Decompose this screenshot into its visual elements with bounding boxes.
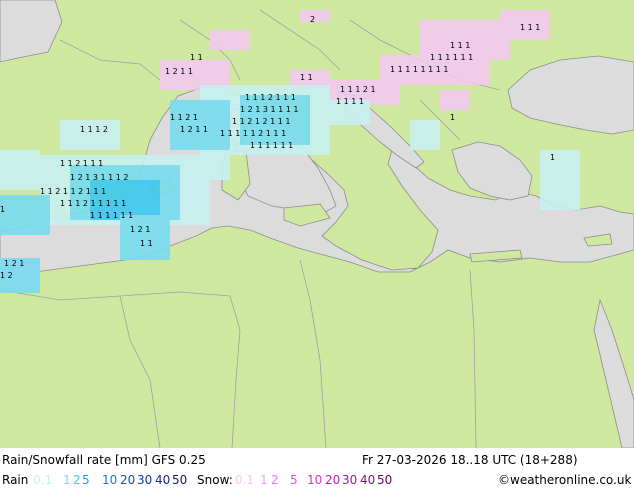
svg-text:1 2 1 1: 1 2 1 1 bbox=[180, 125, 208, 134]
rain-legend-item: 10 bbox=[102, 473, 118, 487]
snow-legend-item: 30 bbox=[342, 473, 358, 487]
sicily bbox=[283, 203, 331, 227]
rain-legend-item: 40 bbox=[155, 473, 171, 487]
snow-legend-item: 40 bbox=[360, 473, 376, 487]
snow-legend-item: 20 bbox=[325, 473, 341, 487]
red-sea bbox=[593, 298, 634, 448]
svg-text:1 1 1 1 1 1: 1 1 1 1 1 1 bbox=[90, 211, 133, 220]
rain-legend-item: 30 bbox=[137, 473, 153, 487]
footer-header-row: Rain/Snowfall rate [mm] GFS 0.25 Fr 27-0… bbox=[0, 450, 634, 470]
svg-text:1 1: 1 1 bbox=[300, 73, 313, 82]
snow-legend-item: 0.1 bbox=[235, 473, 255, 487]
svg-text:1 1 1: 1 1 1 bbox=[450, 41, 470, 50]
credit-text[interactable]: ©weatheronline.co.uk bbox=[498, 473, 632, 487]
rain-legend-item: 5 bbox=[82, 473, 90, 487]
svg-text:1: 1 bbox=[0, 205, 5, 214]
map-footer: Rain/Snowfall rate [mm] GFS 0.25 Fr 27-0… bbox=[0, 448, 634, 490]
svg-text:1 1 1: 1 1 1 bbox=[520, 23, 540, 32]
map-datetime: Fr 27-03-2026 18..18 UTC (18+288) bbox=[362, 453, 578, 467]
svg-text:1: 1 bbox=[450, 113, 455, 122]
rain-legend-label: Rain bbox=[2, 473, 29, 487]
svg-text:2: 2 bbox=[310, 15, 315, 24]
svg-text:1 2 1: 1 2 1 bbox=[4, 259, 24, 268]
atlantic-sea bbox=[0, 0, 63, 63]
svg-text:1 1 2 1 1 1: 1 1 2 1 1 1 bbox=[60, 159, 103, 168]
svg-text:1 2 1 3 1 1 1 1: 1 2 1 3 1 1 1 1 bbox=[240, 105, 299, 114]
svg-text:1 2 1 3 1 1 1 2: 1 2 1 3 1 1 1 2 bbox=[70, 173, 129, 182]
svg-text:1 1 1 1 1 1 1 1: 1 1 1 1 1 1 1 1 bbox=[390, 65, 449, 74]
crete bbox=[469, 249, 523, 263]
map-title: Rain/Snowfall rate [mm] GFS 0.25 bbox=[2, 453, 206, 467]
snow-legend-item: 50 bbox=[377, 473, 393, 487]
svg-text:1 2 1: 1 2 1 bbox=[130, 225, 150, 234]
svg-text:1 1 1 2 1 1 1: 1 1 1 2 1 1 1 bbox=[245, 93, 296, 102]
rain-legend-item: 20 bbox=[120, 473, 136, 487]
precip-markers: 1 1 1 2 1 1 1 1 2 1 3 1 1 1 1 1 1 2 1 2 … bbox=[0, 15, 555, 280]
rain-legend-item: 1 bbox=[63, 473, 71, 487]
svg-text:1 1 2 1: 1 1 2 1 bbox=[170, 113, 198, 122]
svg-text:1 1 2 1 2 1 1 1: 1 1 2 1 2 1 1 1 bbox=[232, 117, 291, 126]
svg-text:1 1 1 2 1: 1 1 1 2 1 bbox=[340, 85, 376, 94]
svg-text:1 1 1 1 1 1: 1 1 1 1 1 1 bbox=[430, 53, 473, 62]
svg-text:1: 1 bbox=[550, 153, 555, 162]
snow-legend-item: 10 bbox=[307, 473, 323, 487]
svg-text:1 1 1 1: 1 1 1 1 bbox=[336, 97, 364, 106]
svg-text:1 1: 1 1 bbox=[190, 53, 203, 62]
precipitation-map: 1 1 1 2 1 1 1 1 2 1 3 1 1 1 1 1 1 2 1 2 … bbox=[0, 0, 634, 448]
legend-row: Rain 0.1 1 2 5 10 20 30 40 50 Snow: 0.1 1 2 5 10 20 30… bbox=[0, 470, 634, 490]
svg-text:1 1 2 1 1 2 1 1 1: 1 1 2 1 1 2 1 1 1 bbox=[40, 187, 106, 196]
svg-text:1 1 1 2 1 1 1 1 1: 1 1 1 2 1 1 1 1 1 bbox=[60, 199, 126, 208]
rain-areas bbox=[0, 85, 580, 293]
svg-text:1 1 1 2: 1 1 1 2 bbox=[80, 125, 108, 134]
svg-text:1 1 1 1 1 1: 1 1 1 1 1 1 bbox=[250, 141, 293, 150]
svg-text:1 1 1 1 1 2 1 1 1: 1 1 1 1 1 2 1 1 1 bbox=[220, 129, 286, 138]
cyprus bbox=[583, 233, 613, 247]
snow-legend-item: 1 bbox=[260, 473, 268, 487]
rain-legend-item: 50 bbox=[172, 473, 188, 487]
snow-legend-item: 5 bbox=[290, 473, 298, 487]
snow-legend-item: 2 bbox=[271, 473, 279, 487]
svg-text:1 2: 1 2 bbox=[0, 271, 13, 280]
rain-legend-item: 0.1 bbox=[33, 473, 53, 487]
svg-text:1 1: 1 1 bbox=[140, 239, 153, 248]
map-canvas: 1 1 1 2 1 1 1 1 2 1 3 1 1 1 1 1 1 2 1 2 … bbox=[0, 0, 634, 448]
snow-areas bbox=[0, 10, 550, 288]
sea-areas bbox=[0, 0, 634, 448]
black-sea bbox=[507, 55, 634, 135]
rain-legend-item: 2 bbox=[73, 473, 81, 487]
aegean-sea bbox=[451, 141, 533, 201]
svg-text:1 2 1 1: 1 2 1 1 bbox=[165, 67, 193, 76]
snow-legend-label: Snow: bbox=[197, 473, 233, 487]
